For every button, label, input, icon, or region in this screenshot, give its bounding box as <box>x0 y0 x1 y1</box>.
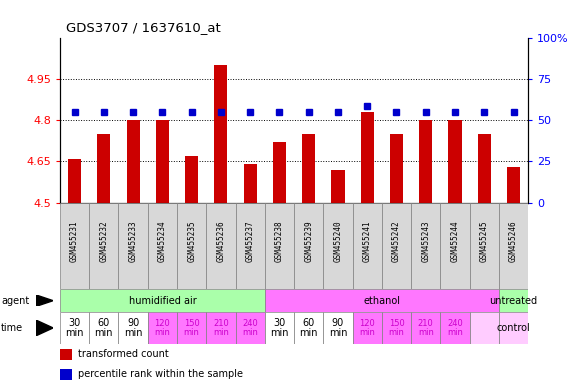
Bar <box>127 120 140 203</box>
Text: transformed count: transformed count <box>78 349 168 359</box>
Text: 120
min: 120 min <box>154 319 170 337</box>
Bar <box>499 203 528 289</box>
Text: percentile rank within the sample: percentile rank within the sample <box>78 369 243 379</box>
Bar <box>411 312 440 344</box>
Bar <box>470 203 499 289</box>
Text: GSM455240: GSM455240 <box>333 221 343 262</box>
Bar <box>361 112 374 203</box>
Bar <box>119 203 148 289</box>
Text: 120
min: 120 min <box>359 319 375 337</box>
Bar <box>440 312 470 344</box>
Text: humidified air: humidified air <box>128 296 196 306</box>
Bar <box>294 203 323 289</box>
Polygon shape <box>36 320 53 336</box>
Bar <box>60 289 265 312</box>
Text: 150
min: 150 min <box>388 319 404 337</box>
Bar <box>177 203 206 289</box>
Text: GSM455231: GSM455231 <box>70 221 79 262</box>
Bar <box>390 134 403 203</box>
Bar <box>60 369 72 380</box>
Bar <box>499 289 528 312</box>
Bar <box>265 312 294 344</box>
Text: 150
min: 150 min <box>184 319 200 337</box>
Text: GSM455241: GSM455241 <box>363 221 372 262</box>
Polygon shape <box>36 295 53 306</box>
Text: untreated: untreated <box>489 296 538 306</box>
Text: GSM455235: GSM455235 <box>187 221 196 262</box>
Text: GSM455239: GSM455239 <box>304 221 313 262</box>
Bar <box>411 203 440 289</box>
Bar <box>185 156 198 203</box>
Text: GSM455232: GSM455232 <box>99 221 108 262</box>
Bar <box>60 312 89 344</box>
Bar <box>331 170 344 203</box>
Text: GSM455238: GSM455238 <box>275 221 284 262</box>
Text: 240
min: 240 min <box>447 319 463 337</box>
Text: GDS3707 / 1637610_at: GDS3707 / 1637610_at <box>66 21 220 34</box>
Text: GSM455236: GSM455236 <box>216 221 226 262</box>
Bar <box>440 203 470 289</box>
Text: control: control <box>497 323 530 333</box>
Bar <box>353 312 382 344</box>
Bar <box>97 134 110 203</box>
Text: GSM455245: GSM455245 <box>480 221 489 262</box>
Text: 90
min: 90 min <box>329 318 347 338</box>
Text: GSM455237: GSM455237 <box>246 221 255 262</box>
Text: 210
min: 210 min <box>213 319 229 337</box>
Bar <box>265 203 294 289</box>
Bar <box>382 312 411 344</box>
Bar <box>119 312 148 344</box>
Bar <box>353 203 382 289</box>
Bar <box>499 312 528 344</box>
Text: 240
min: 240 min <box>242 319 258 337</box>
Bar <box>294 312 323 344</box>
Bar <box>60 349 72 360</box>
Text: GSM455243: GSM455243 <box>421 221 431 262</box>
Text: GSM455242: GSM455242 <box>392 221 401 262</box>
Text: 60
min: 60 min <box>95 318 113 338</box>
Bar <box>156 120 169 203</box>
Text: time: time <box>1 323 23 333</box>
Bar <box>177 312 206 344</box>
Bar <box>273 142 286 203</box>
Text: agent: agent <box>1 296 29 306</box>
Bar <box>60 203 89 289</box>
Bar <box>89 312 119 344</box>
Bar <box>419 120 432 203</box>
Bar <box>68 159 81 203</box>
Text: GSM455234: GSM455234 <box>158 221 167 262</box>
Text: 30
min: 30 min <box>65 318 84 338</box>
Bar <box>448 120 461 203</box>
Text: GSM455246: GSM455246 <box>509 221 518 262</box>
Text: 60
min: 60 min <box>299 318 318 338</box>
Bar <box>206 312 236 344</box>
Text: GSM455244: GSM455244 <box>451 221 460 262</box>
Bar <box>382 203 411 289</box>
Bar <box>478 134 491 203</box>
Text: 210
min: 210 min <box>418 319 434 337</box>
Bar <box>236 203 265 289</box>
Bar <box>323 312 353 344</box>
Bar <box>89 203 119 289</box>
Bar <box>148 312 177 344</box>
Bar <box>507 167 520 203</box>
Bar <box>323 203 353 289</box>
Bar <box>302 134 315 203</box>
Text: 30
min: 30 min <box>270 318 289 338</box>
Text: ethanol: ethanol <box>363 296 400 306</box>
Text: 90
min: 90 min <box>124 318 142 338</box>
Bar <box>470 312 499 344</box>
Bar <box>148 203 177 289</box>
Bar <box>244 164 257 203</box>
Text: GSM455233: GSM455233 <box>128 221 138 262</box>
Bar <box>206 203 236 289</box>
Bar <box>236 312 265 344</box>
Bar <box>214 65 227 203</box>
Bar <box>265 289 499 312</box>
